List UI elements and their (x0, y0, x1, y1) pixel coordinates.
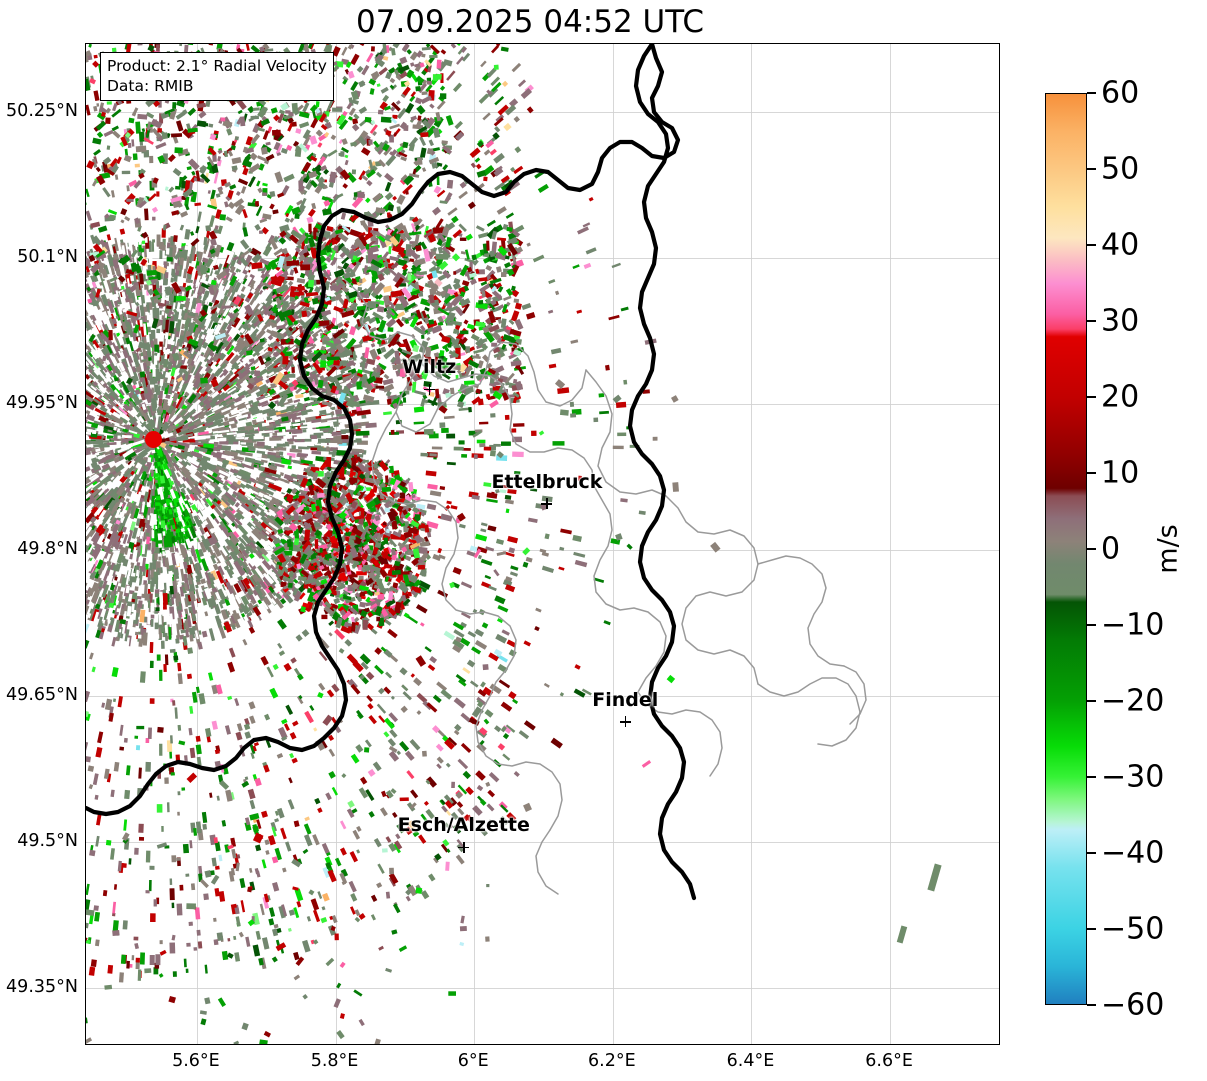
gridline-vertical-4 (751, 44, 753, 1044)
colorbar-tick-mark (1087, 624, 1096, 626)
y-axis-tick-label: 49.5°N (17, 830, 78, 851)
colorbar-tick-mark (1087, 700, 1096, 702)
gridline-horizontal-2 (86, 403, 999, 405)
colorbar-tick-label: 50 (1101, 151, 1140, 187)
colorbar-tick-mark (1087, 1004, 1096, 1006)
y-axis-tick-label: 49.8°N (17, 538, 78, 559)
radar-site-marker (144, 430, 162, 448)
y-axis-tick-label: 49.95°N (6, 392, 78, 413)
colorbar-tick-label: −40 (1101, 835, 1165, 871)
gridline-vertical-0 (196, 44, 198, 1044)
plot-inner: Wiltz Ettelbruck Findel Esch/Alzette Produc… (86, 44, 999, 1044)
y-axis-tick-label: 49.35°N (6, 976, 78, 997)
x-axis-tick-label: 5.8°E (310, 1051, 359, 1071)
x-axis-tick-label: 6.2°E (587, 1051, 636, 1071)
colorbar-tick-mark (1087, 244, 1096, 246)
product-info-box: Product: 2.1° Radial Velocity Data: RMIB (100, 52, 334, 102)
colorbar-tick-mark (1087, 320, 1096, 322)
national-border (86, 44, 697, 901)
city-marker-esch-alzette (458, 841, 470, 853)
map-boundaries-layer (86, 44, 867, 901)
colorbar-tick-label: −10 (1101, 607, 1165, 643)
colorbar-tick-label: 0 (1101, 531, 1121, 567)
colorbar-tick-label: −50 (1101, 911, 1165, 947)
colorbar-tick-mark (1087, 168, 1096, 170)
city-label-wiltz: Wiltz (402, 356, 457, 379)
colorbar-tick-mark (1087, 852, 1096, 854)
city-label-ettelbruck: Ettelbruck (491, 470, 603, 493)
colorbar-tick-mark (1087, 548, 1096, 550)
gridline-horizontal-0 (86, 112, 999, 114)
page-title: 07.09.2025 04:52 UTC (356, 4, 704, 40)
product-line: Product: 2.1° Radial Velocity (107, 57, 327, 75)
city-marker-wiltz (423, 383, 435, 395)
x-axis-tick-label: 5.6°E (172, 1051, 220, 1071)
radar-echo-layer (86, 44, 942, 1044)
colorbar (1045, 93, 1087, 1005)
canton-borders (344, 279, 867, 895)
colorbar-tick-mark (1087, 92, 1096, 94)
gridline-horizontal-4 (86, 695, 999, 697)
map-plot-area[interactable]: Wiltz Ettelbruck Findel Esch/Alzette Produc… (85, 43, 1000, 1045)
data-source-line: Data: RMIB (107, 77, 194, 96)
x-axis-tick-label: 6.6°E (865, 1051, 913, 1071)
colorbar-tick-label: −20 (1101, 683, 1165, 719)
city-label-esch-alzette: Esch/Alzette (397, 814, 530, 837)
colorbar-tick-mark (1087, 396, 1096, 398)
colorbar-tick-label: −60 (1101, 987, 1165, 1023)
colorbar-tick-label: 60 (1101, 75, 1140, 111)
colorbar-tick-mark (1087, 928, 1096, 930)
colorbar-gradient (1045, 93, 1087, 1005)
colorbar-tick-label: 20 (1101, 379, 1140, 415)
city-label-findel: Findel (592, 688, 659, 711)
y-axis-tick-label: 50.1°N (17, 247, 78, 268)
gridline-horizontal-6 (86, 987, 999, 989)
colorbar-unit-label: m/s (1152, 524, 1184, 574)
x-axis-tick-label: 6.4°E (726, 1051, 775, 1071)
x-axis-tick-label: 6°E (457, 1051, 489, 1071)
y-axis-tick-label: 50.25°N (6, 101, 78, 122)
city-marker-ettelbruck (541, 498, 553, 510)
colorbar-tick-label: 10 (1101, 455, 1140, 491)
gridline-vertical-3 (612, 44, 614, 1044)
colorbar-tick-mark (1087, 776, 1096, 778)
city-marker-findel (619, 716, 631, 728)
gridline-vertical-2 (474, 44, 476, 1044)
colorbar-tick-label: 30 (1101, 303, 1140, 339)
colorbar-tick-label: 40 (1101, 227, 1140, 263)
colorbar-tick-label: −30 (1101, 759, 1165, 795)
colorbar-tick-mark (1087, 472, 1096, 474)
gridline-vertical-5 (890, 44, 892, 1044)
y-axis-tick-label: 49.65°N (6, 684, 78, 705)
